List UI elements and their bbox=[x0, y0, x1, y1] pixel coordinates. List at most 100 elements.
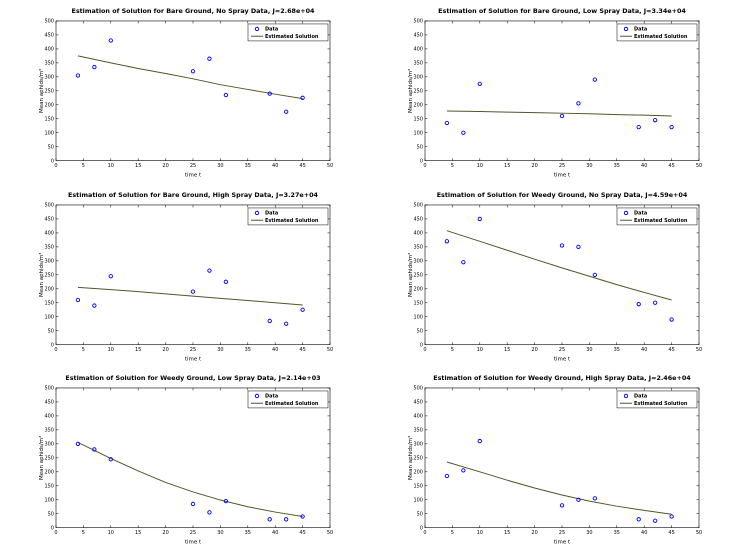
y-tick-label: 350 bbox=[44, 244, 54, 250]
data-point-marker bbox=[75, 297, 81, 302]
data-point-marker bbox=[653, 300, 658, 305]
x-tick-label: 40 bbox=[272, 347, 278, 353]
plot-title: Estimation of Solution for Weedy Ground,… bbox=[433, 374, 691, 382]
data-points bbox=[444, 77, 674, 135]
x-tick-label: 15 bbox=[135, 163, 141, 169]
data-point-marker bbox=[267, 517, 272, 522]
x-tick-label: 35 bbox=[614, 163, 620, 169]
y-tick-label: 450 bbox=[44, 33, 54, 39]
data-point-marker bbox=[284, 109, 289, 114]
plot-title: Estimation of Solution for Bare Ground, … bbox=[438, 7, 686, 15]
x-tick-label: 30 bbox=[586, 531, 592, 537]
legend-data-label: Data bbox=[265, 394, 278, 400]
x-tick-label: 20 bbox=[162, 347, 168, 353]
y-tick-label: 400 bbox=[44, 47, 54, 53]
data-point-marker bbox=[92, 447, 97, 452]
x-tick-label: 40 bbox=[272, 531, 278, 537]
x-tick-label: 40 bbox=[641, 531, 647, 537]
y-tick-label: 0 bbox=[51, 158, 54, 164]
data-point-marker bbox=[461, 468, 466, 473]
x-tick-label: 40 bbox=[272, 163, 278, 169]
data-point-marker bbox=[300, 514, 305, 520]
data-point-marker bbox=[592, 272, 598, 277]
data-point-marker bbox=[669, 317, 674, 322]
data-point-marker bbox=[207, 510, 212, 515]
x-tick-label: 30 bbox=[586, 347, 592, 353]
data-point-marker bbox=[477, 81, 482, 86]
x-tick-label: 35 bbox=[245, 347, 251, 353]
y-tick-label: 0 bbox=[420, 158, 423, 164]
data-point-marker bbox=[190, 289, 196, 294]
y-tick-label: 100 bbox=[44, 131, 54, 137]
data-point-marker bbox=[559, 503, 565, 508]
x-axis-label: time t bbox=[185, 540, 202, 546]
y-tick-label: 250 bbox=[413, 456, 423, 462]
axes-box: 0 5 10 15 20 25 30 35 40 45 5005010015020025030035… bbox=[44, 386, 333, 536]
y-tick-label: 450 bbox=[44, 400, 54, 406]
legend-data-marker-icon bbox=[254, 26, 260, 32]
data-point-marker bbox=[92, 64, 97, 70]
y-tick-label: 300 bbox=[44, 75, 54, 81]
y-axis-label: Mean aphids/m³ bbox=[38, 252, 45, 296]
y-tick-label: 0 bbox=[420, 342, 423, 348]
y-tick-label: 200 bbox=[413, 470, 423, 476]
x-tick-label: 45 bbox=[668, 163, 674, 169]
y-tick-label: 0 bbox=[51, 342, 54, 348]
data-point-marker bbox=[444, 474, 450, 479]
x-axis-label: time t bbox=[185, 356, 202, 362]
axes-box: 0 5 10 15 20 25 30 35 40 45 5005010015020025030035… bbox=[44, 19, 333, 169]
axes-box: 0 5 10 15 20 25 30 35 40 45 5005010015020025030035… bbox=[44, 202, 333, 352]
x-tick-label: 50 bbox=[327, 531, 333, 537]
plot-title: Estimation of Solution for Bare Ground, … bbox=[68, 191, 319, 199]
estimated-solution-line bbox=[77, 286, 303, 306]
x-axis-label: time t bbox=[554, 540, 571, 546]
y-tick-label: 150 bbox=[413, 117, 423, 123]
data-points bbox=[75, 442, 305, 522]
data-point-marker bbox=[267, 318, 272, 323]
x-tick-label: 25 bbox=[190, 347, 196, 353]
y-tick-label: 0 bbox=[51, 526, 54, 532]
y-tick-label: 400 bbox=[413, 47, 423, 53]
y-tick-label: 450 bbox=[44, 216, 54, 222]
y-tick-label: 400 bbox=[413, 414, 423, 420]
y-tick-label: 200 bbox=[44, 103, 54, 109]
y-tick-label: 0 bbox=[420, 526, 423, 532]
estimated-solution-line bbox=[446, 461, 672, 516]
x-tick-label: 10 bbox=[477, 163, 483, 169]
x-tick-label: 50 bbox=[696, 531, 702, 537]
y-tick-label: 100 bbox=[413, 314, 423, 320]
data-point-marker bbox=[284, 321, 289, 326]
chart-canvas-bare-high-spray: Estimation of Solution for Bare Ground, … bbox=[38, 191, 333, 363]
data-point-marker bbox=[592, 77, 598, 82]
subplot-weedy-ground-low-spray: Estimation of Solution for Weedy Ground,… bbox=[0, 367, 369, 551]
data-point-marker bbox=[477, 216, 482, 221]
x-tick-label: 10 bbox=[108, 163, 114, 169]
x-tick-label: 30 bbox=[586, 163, 592, 169]
legend-solution-label: Estimated Solution bbox=[634, 34, 688, 40]
y-tick-label: 50 bbox=[417, 328, 423, 334]
y-tick-label: 50 bbox=[48, 145, 54, 151]
legend-data-marker-icon bbox=[254, 210, 260, 215]
x-tick-label: 20 bbox=[531, 347, 537, 353]
x-tick-label: 0 bbox=[423, 163, 426, 169]
legend-solution-label: Estimated Solution bbox=[265, 401, 319, 407]
y-tick-label: 350 bbox=[413, 244, 423, 250]
x-tick-label: 25 bbox=[559, 531, 565, 537]
y-tick-label: 150 bbox=[413, 300, 423, 306]
x-tick-label: 25 bbox=[559, 163, 565, 169]
x-tick-label: 15 bbox=[135, 347, 141, 353]
data-point-marker bbox=[444, 238, 450, 244]
x-tick-label: 30 bbox=[217, 163, 223, 169]
x-tick-label: 50 bbox=[696, 347, 702, 353]
data-point-marker bbox=[461, 259, 466, 265]
legend-data-label: Data bbox=[634, 27, 647, 33]
y-tick-label: 500 bbox=[413, 386, 423, 392]
y-tick-label: 250 bbox=[413, 89, 423, 95]
x-tick-label: 0 bbox=[423, 347, 426, 353]
axes-box: 0 5 10 15 20 25 30 35 40 45 5005010015020025030035… bbox=[413, 19, 702, 169]
estimated-solution-line bbox=[77, 55, 303, 100]
x-tick-label: 5 bbox=[451, 347, 454, 353]
y-tick-label: 500 bbox=[44, 202, 54, 208]
